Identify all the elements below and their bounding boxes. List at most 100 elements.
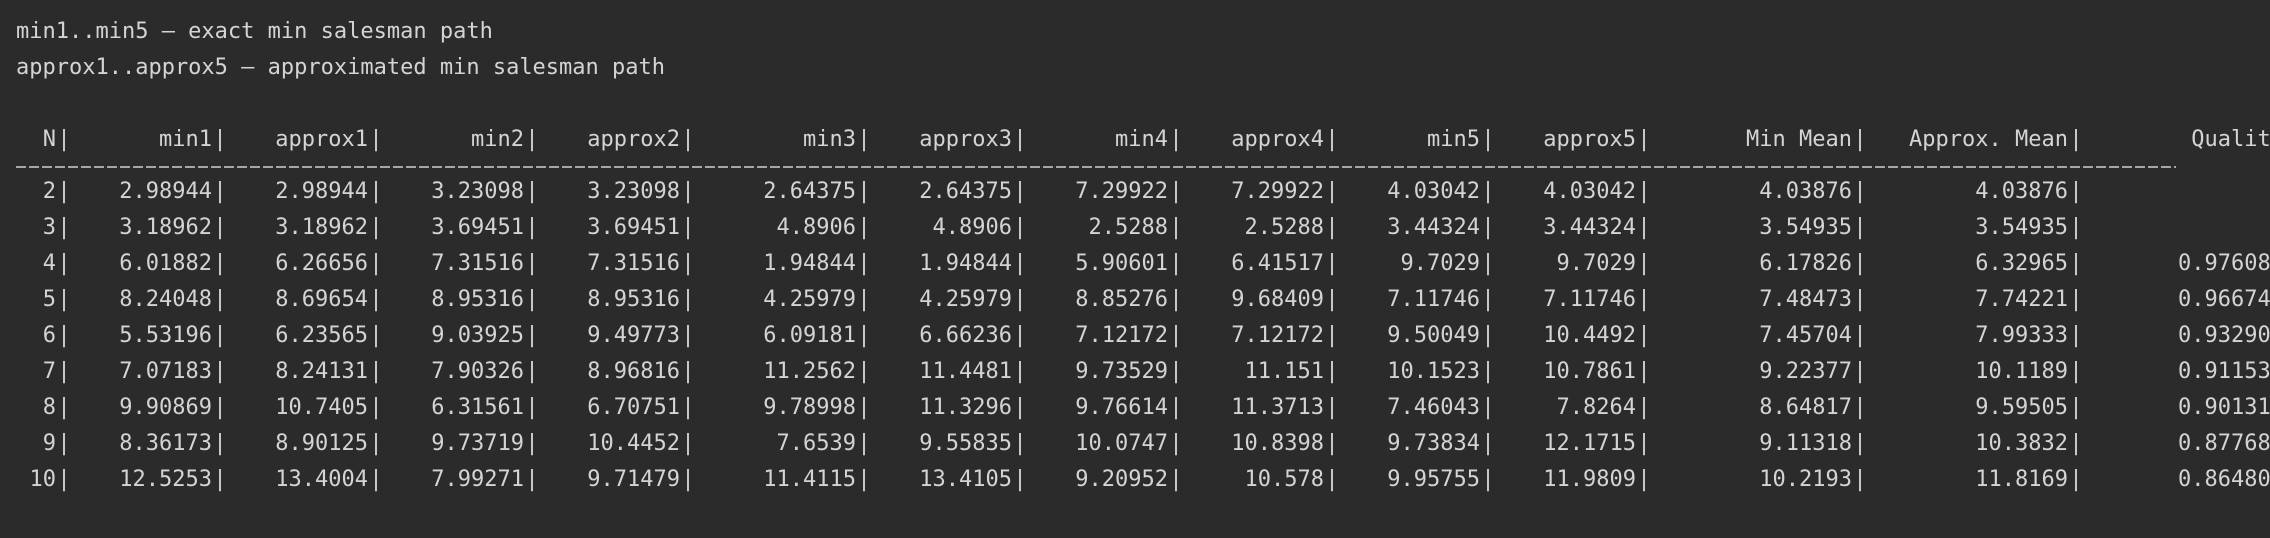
column-separator: | bbox=[681, 287, 695, 312]
table-cell: 6.66236 bbox=[919, 323, 1012, 348]
table-cell: 7.29922 bbox=[1231, 179, 1324, 204]
column-separator: | bbox=[1325, 431, 1339, 456]
column-separator: | bbox=[1013, 431, 1027, 456]
table-cell: 8.90125 bbox=[275, 431, 368, 456]
table-cell: 4.03042 bbox=[1387, 179, 1480, 204]
table-cell: 7.45704 bbox=[1759, 323, 1852, 348]
table-cell: 7.46043 bbox=[1387, 395, 1480, 420]
table-cell: 9.71479 bbox=[587, 467, 680, 492]
column-separator: | bbox=[369, 215, 383, 240]
table-cell: 9.95755 bbox=[1387, 467, 1480, 492]
column-separator: | bbox=[1325, 215, 1339, 240]
column-separator: | bbox=[213, 467, 227, 492]
column-separator: | bbox=[213, 215, 227, 240]
column-separator: | bbox=[1169, 431, 1183, 456]
results-table: N | min1 | approx1 | min2 | approx2 | min3 | approx3… bbox=[16, 122, 2270, 498]
column-separator: | bbox=[1013, 251, 1027, 276]
column-separator: | bbox=[1481, 251, 1495, 276]
table-cell: 11.9809 bbox=[1543, 467, 1636, 492]
table-cell: 4.25979 bbox=[919, 287, 1012, 312]
table-cell: 7.99271 bbox=[431, 467, 524, 492]
column-separator: | bbox=[525, 251, 539, 276]
column-separator: | bbox=[1853, 395, 1867, 420]
table-header-cell: min1 bbox=[159, 127, 212, 152]
legend-line-exact: min1..min5 — exact min salesman path bbox=[16, 19, 493, 44]
table-cell: 7.12172 bbox=[1075, 323, 1168, 348]
column-separator: | bbox=[1637, 359, 1651, 384]
column-separator: | bbox=[1325, 287, 1339, 312]
column-separator: | bbox=[681, 251, 695, 276]
table-header-cell: Min Mean bbox=[1746, 127, 1852, 152]
column-separator: | bbox=[1169, 395, 1183, 420]
column-separator: | bbox=[857, 467, 871, 492]
column-separator: | bbox=[1013, 179, 1027, 204]
table-cell: 12.5253 bbox=[119, 467, 212, 492]
column-separator: | bbox=[369, 179, 383, 204]
table-header-cell: min5 bbox=[1427, 127, 1480, 152]
table-header-cell: approx5 bbox=[1543, 127, 1636, 152]
column-separator: | bbox=[857, 323, 871, 348]
table-cell: 9.59505 bbox=[1975, 395, 2068, 420]
column-separator: | bbox=[1013, 215, 1027, 240]
table-cell: 10.1523 bbox=[1387, 359, 1480, 384]
column-separator: | bbox=[1169, 359, 1183, 384]
table-cell: 8.24131 bbox=[275, 359, 368, 384]
column-separator: | bbox=[2069, 359, 2083, 384]
table-header-cell: Quality bbox=[2191, 127, 2270, 152]
column-separator: | bbox=[213, 395, 227, 420]
table-cell: 10.0747 bbox=[1075, 431, 1168, 456]
table-cell: 9.22377 bbox=[1759, 359, 1852, 384]
table-cell: 11.8169 bbox=[1975, 467, 2068, 492]
table-cell: 7.11746 bbox=[1387, 287, 1480, 312]
table-cell: 10.4492 bbox=[1543, 323, 1636, 348]
column-separator: | bbox=[57, 251, 71, 276]
table-row: 4 | 6.01882 | 6.26656 | 7.31516 | 7.31516 | 1.9484… bbox=[16, 246, 2270, 282]
table-cell: 11.151 bbox=[1244, 359, 1324, 384]
table-cell: 10.7405 bbox=[275, 395, 368, 420]
table-cell: 4.03876 bbox=[1975, 179, 2068, 204]
column-separator: | bbox=[1481, 215, 1495, 240]
table-row: 5 | 8.24048 | 8.69654 | 8.95316 | 8.95316 | 4.2597… bbox=[16, 282, 2270, 318]
column-separator: | bbox=[525, 431, 539, 456]
terminal-output: min1..min5 — exact min salesman path app… bbox=[16, 14, 2270, 498]
column-separator: | bbox=[525, 179, 539, 204]
column-separator: | bbox=[2069, 323, 2083, 348]
column-separator: | bbox=[1169, 215, 1183, 240]
table-cell: 8.85276 bbox=[1075, 287, 1168, 312]
column-separator: | bbox=[1853, 359, 1867, 384]
table-cell: 7.6539 bbox=[776, 431, 856, 456]
table-cell: 13.4105 bbox=[919, 467, 1012, 492]
column-separator: | bbox=[1481, 287, 1495, 312]
table-cell: 2 bbox=[42, 179, 56, 204]
table-cell: 3.69451 bbox=[431, 215, 524, 240]
column-separator: | bbox=[1325, 127, 1339, 152]
table-cell: 3.23098 bbox=[431, 179, 524, 204]
table-cell: 8.69654 bbox=[275, 287, 368, 312]
table-cell: 3.69451 bbox=[587, 215, 680, 240]
table-cell: 8.96816 bbox=[587, 359, 680, 384]
table-cell: 11.4115 bbox=[763, 467, 856, 492]
table-cell: 9.50049 bbox=[1387, 323, 1480, 348]
column-separator: | bbox=[369, 395, 383, 420]
column-separator: | bbox=[1637, 179, 1651, 204]
table-cell: 8.95316 bbox=[431, 287, 524, 312]
table-cell: 9.55835 bbox=[919, 431, 1012, 456]
column-separator: | bbox=[1481, 431, 1495, 456]
column-separator: | bbox=[2069, 251, 2083, 276]
column-separator: | bbox=[1481, 467, 1495, 492]
table-cell: 11.3713 bbox=[1231, 395, 1324, 420]
column-separator: | bbox=[1013, 323, 1027, 348]
column-separator: | bbox=[1481, 323, 1495, 348]
table-cell: 10.578 bbox=[1244, 467, 1324, 492]
column-separator: | bbox=[681, 215, 695, 240]
column-separator: | bbox=[525, 467, 539, 492]
table-cell: 3.23098 bbox=[587, 179, 680, 204]
table-cell: 0.966744 bbox=[2178, 287, 2270, 312]
table-cell: 9.73719 bbox=[431, 431, 524, 456]
column-separator: | bbox=[1325, 323, 1339, 348]
column-separator: | bbox=[57, 431, 71, 456]
table-cell: 7.07183 bbox=[119, 359, 212, 384]
column-separator: | bbox=[857, 251, 871, 276]
table-header-cell: min2 bbox=[471, 127, 524, 152]
column-separator: | bbox=[857, 127, 871, 152]
